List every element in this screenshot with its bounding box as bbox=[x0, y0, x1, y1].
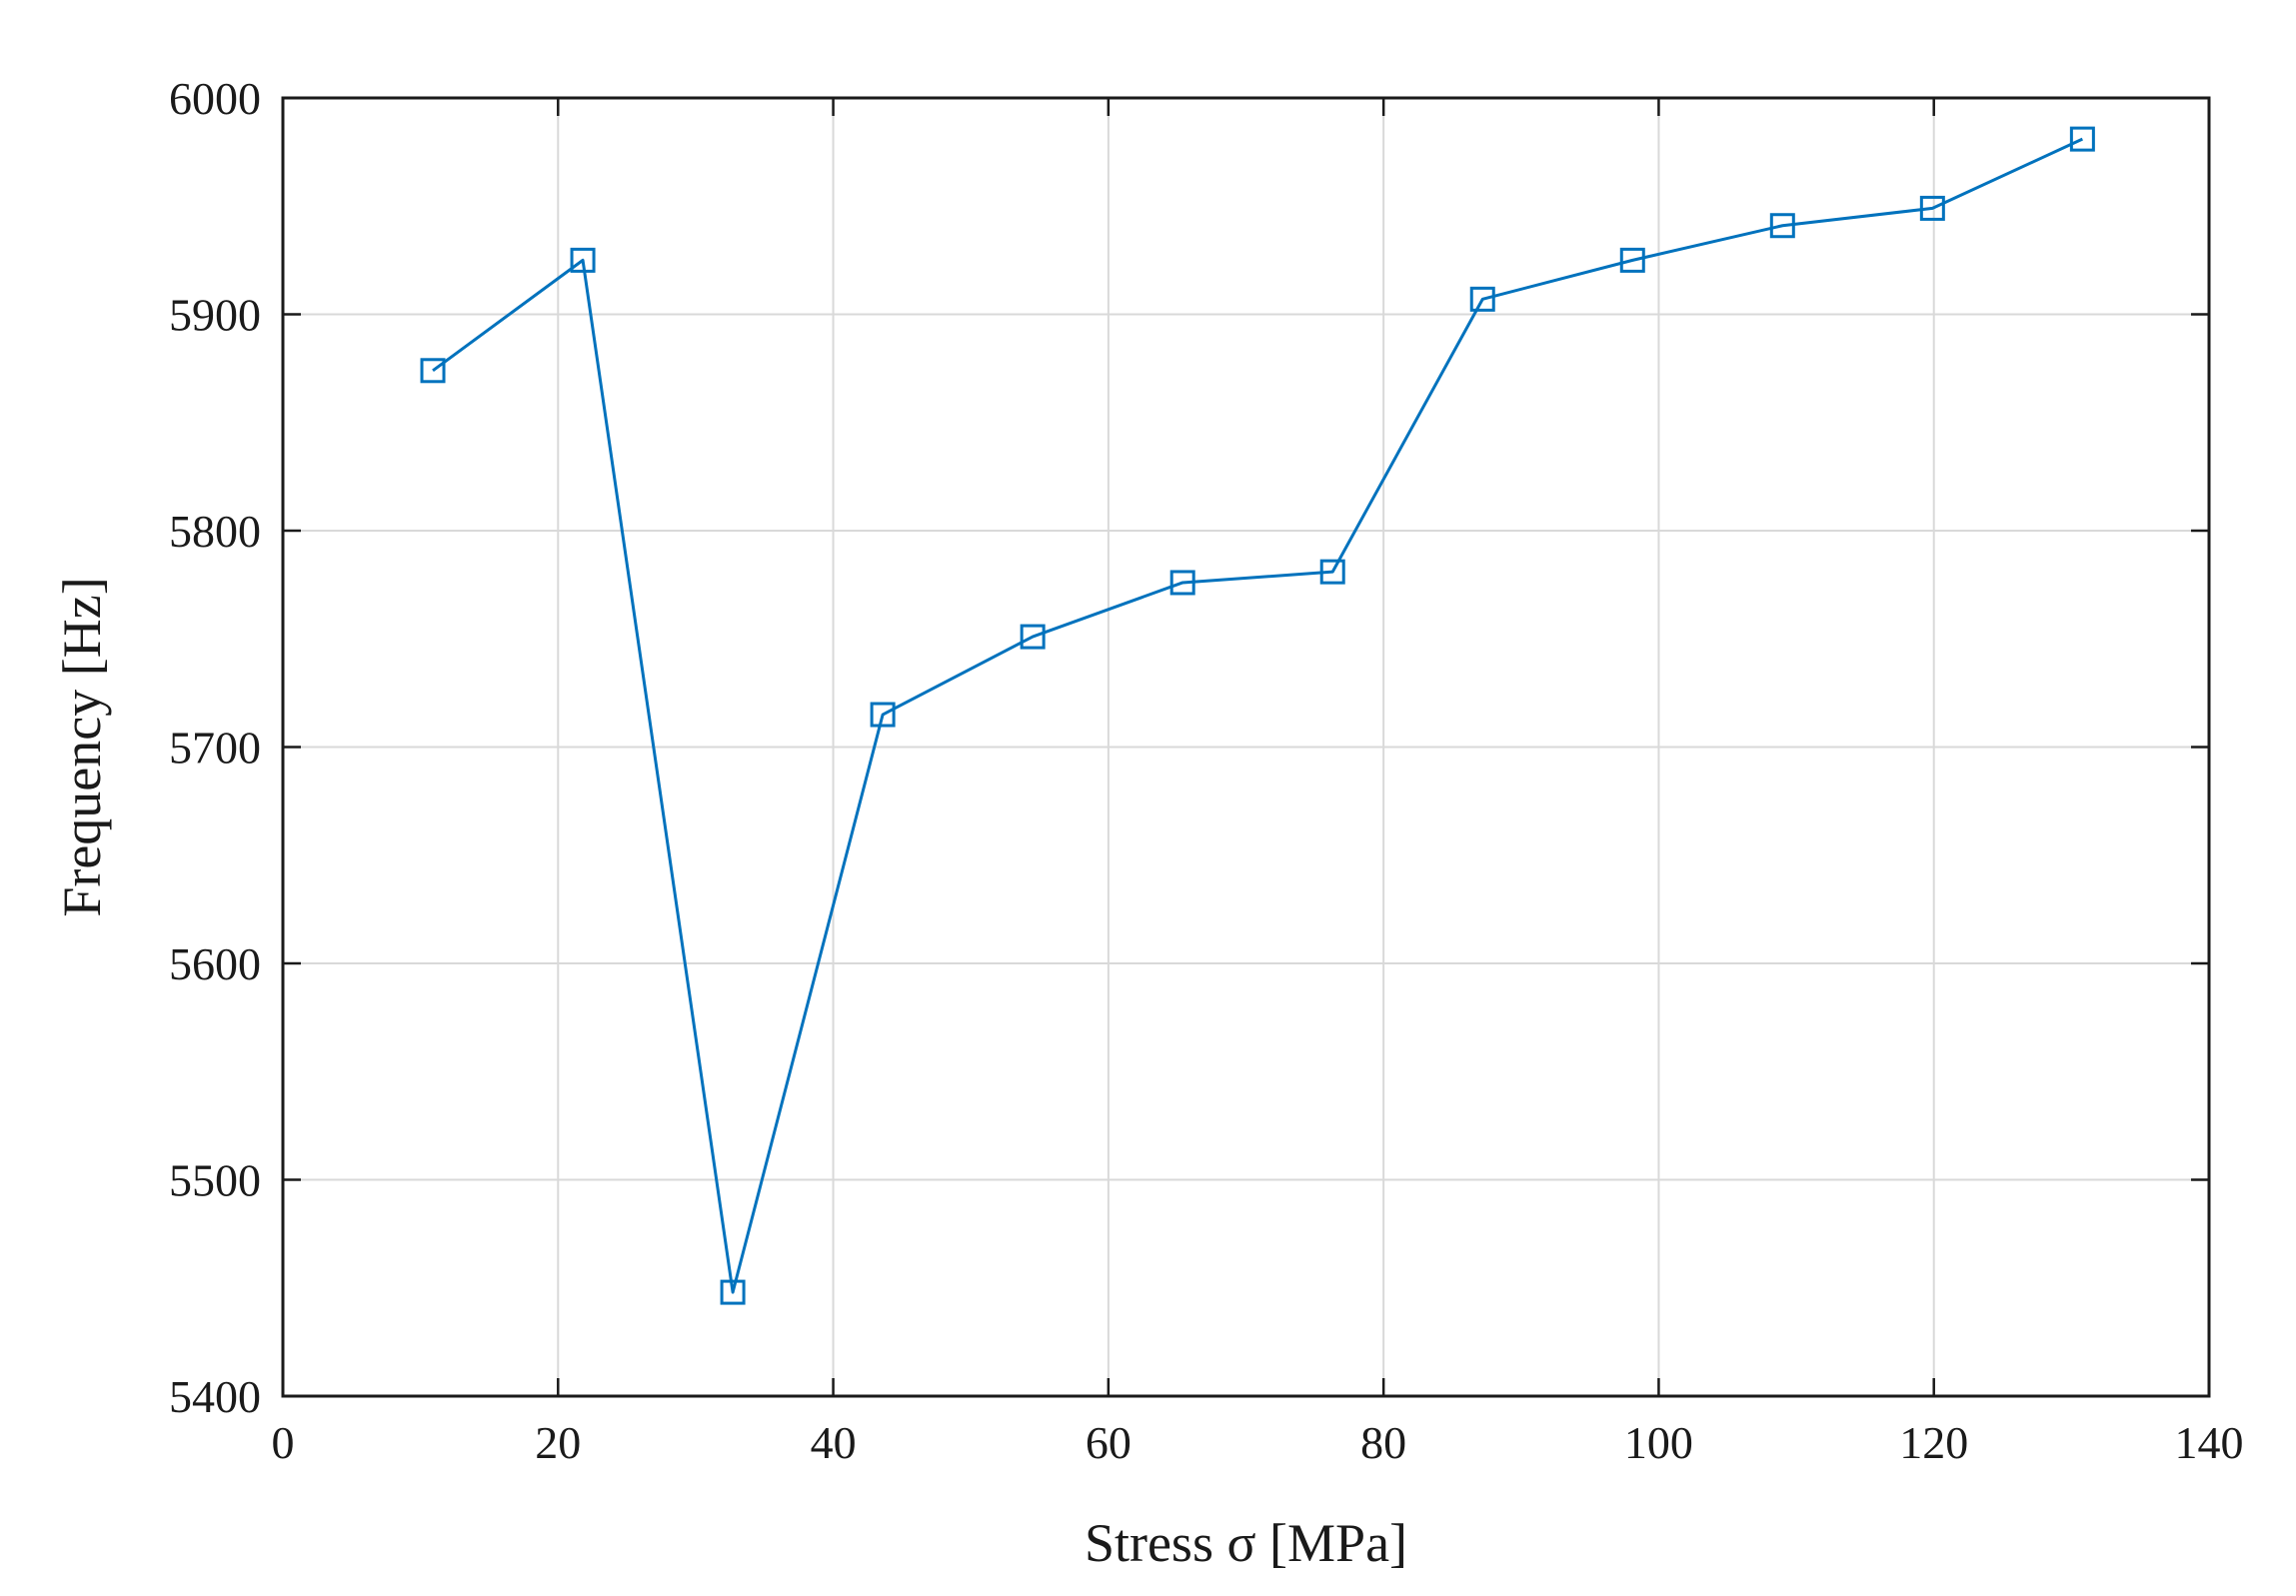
y-tick-label: 6000 bbox=[169, 73, 261, 124]
y-tick-label: 5500 bbox=[169, 1155, 261, 1206]
data-point bbox=[420, 358, 446, 384]
data-point bbox=[1020, 624, 1046, 650]
series-line bbox=[432, 137, 2083, 1294]
y-tick-labels: 5400 5500 5600 5700 5800 5900 6000 bbox=[169, 73, 261, 1422]
x-tick-label: 20 bbox=[535, 1417, 581, 1468]
x-tick-label: 120 bbox=[1899, 1417, 1968, 1468]
y-tick-label: 5900 bbox=[169, 290, 261, 341]
data-point bbox=[870, 702, 896, 728]
x-tick-label: 0 bbox=[272, 1417, 295, 1468]
grid-lines bbox=[283, 98, 2209, 1396]
data-point bbox=[1319, 559, 1345, 585]
series-1 bbox=[420, 126, 2095, 1305]
x-tick-label: 140 bbox=[2175, 1417, 2244, 1468]
data-point bbox=[1619, 247, 1645, 273]
y-tick-label: 5600 bbox=[169, 938, 261, 989]
data-point bbox=[1919, 195, 1945, 221]
x-tick-labels: 0 20 40 60 80 100 120 140 bbox=[272, 1417, 2244, 1468]
tick-marks bbox=[281, 96, 2211, 1398]
y-tick-label: 5400 bbox=[169, 1371, 261, 1422]
data-point bbox=[1769, 213, 1795, 239]
x-tick-label: 80 bbox=[1360, 1417, 1406, 1468]
y-tick-label: 5800 bbox=[169, 506, 261, 557]
x-axis-label: Stress σ [MPa] bbox=[1085, 1513, 1407, 1573]
data-point bbox=[2069, 126, 2095, 152]
series-layer bbox=[420, 126, 2095, 1305]
data-point bbox=[570, 247, 596, 273]
x-tick-label: 40 bbox=[811, 1417, 857, 1468]
x-tick-label: 100 bbox=[1624, 1417, 1693, 1468]
data-point bbox=[720, 1279, 746, 1305]
y-tick-label: 5700 bbox=[169, 723, 261, 774]
y-axis-label: Frequency [Hz] bbox=[52, 577, 112, 916]
data-point bbox=[1469, 286, 1495, 312]
data-point bbox=[1169, 570, 1195, 596]
x-tick-label: 60 bbox=[1086, 1417, 1132, 1468]
